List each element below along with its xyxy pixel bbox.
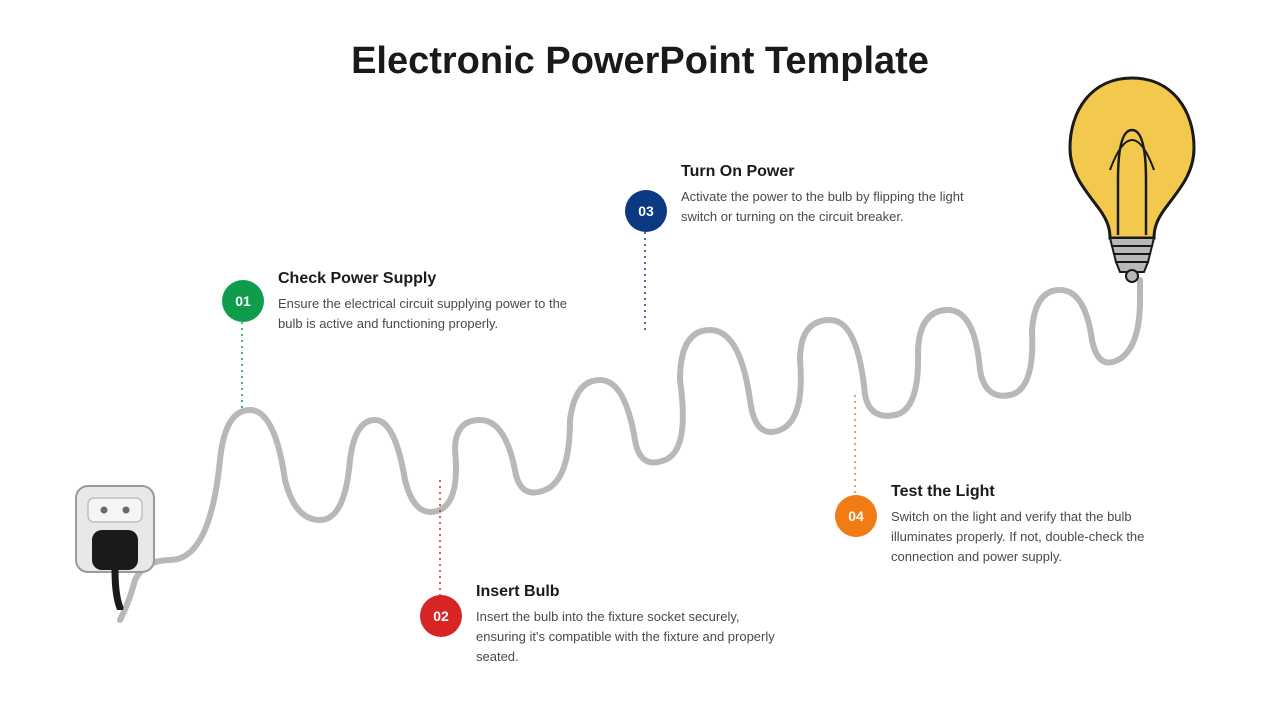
step-badge-2: 02	[420, 595, 462, 637]
step-desc-4: Switch on the light and verify that the …	[891, 507, 1191, 567]
step-text-1: Check Power Supply Ensure the electrical …	[278, 270, 578, 334]
step-text-4: Test the Light Switch on the light and ve…	[891, 483, 1191, 567]
step-title-4: Test the Light	[891, 483, 1191, 501]
step-text-2: Insert Bulb Insert the bulb into the fixt…	[476, 583, 776, 667]
step-desc-1: Ensure the electrical circuit supplying …	[278, 294, 578, 334]
step-title-3: Turn On Power	[681, 163, 981, 181]
step-badge-3: 03	[625, 190, 667, 232]
socket-icon	[70, 480, 170, 615]
step-text-3: Turn On Power Activate the power to the b…	[681, 163, 981, 227]
step-title-1: Check Power Supply	[278, 270, 578, 288]
power-wire	[120, 280, 1140, 620]
lightbulb-icon	[1062, 70, 1202, 295]
step-desc-2: Insert the bulb into the fixture socket …	[476, 607, 776, 667]
step-desc-3: Activate the power to the bulb by flippi…	[681, 187, 981, 227]
step-title-2: Insert Bulb	[476, 583, 776, 601]
step-badge-1: 01	[222, 280, 264, 322]
step-badge-4: 04	[835, 495, 877, 537]
